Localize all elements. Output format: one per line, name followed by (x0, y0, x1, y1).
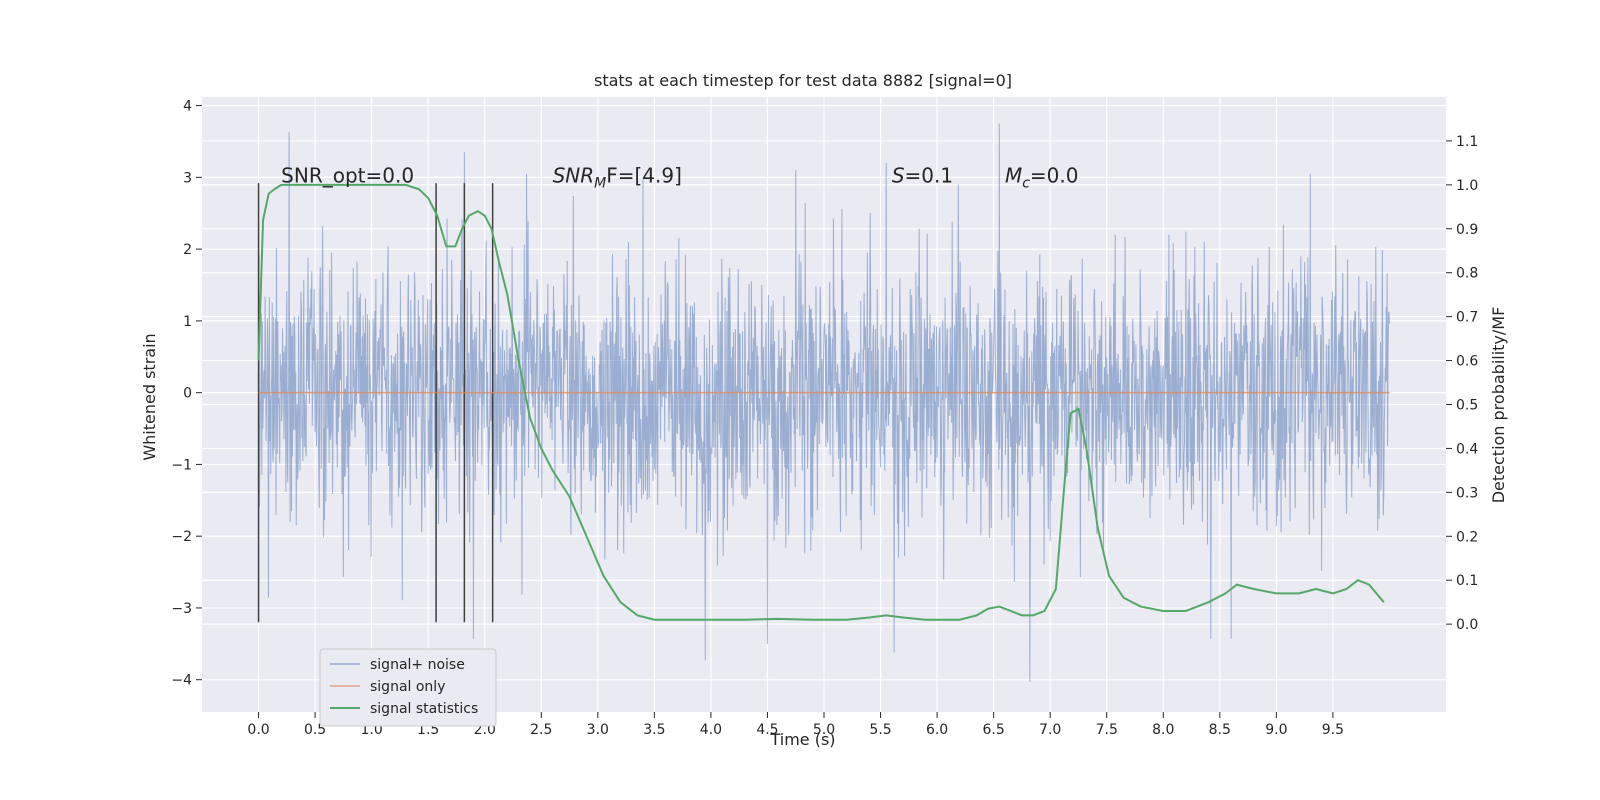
y2-tick-label: 1.0 (1456, 178, 1478, 194)
y2-axis-ticks: 0.0 0.1 0.2 0.3 0.4 0.5 0.6 0.7 0.8 0.9 1.0 1.1 (1446, 134, 1478, 633)
y2-tick-label: 0.5 (1456, 398, 1478, 414)
y2-axis-label: Detection probability/MF (1489, 307, 1508, 504)
y2-tick-label: 0.4 (1456, 441, 1478, 457)
y-tick-label: −4 (171, 673, 192, 689)
y2-tick-label: 0.2 (1456, 529, 1478, 545)
x-tick-label: 4.0 (700, 722, 722, 738)
y-axis-ticks: −4 −3 −2 −1 0 1 2 3 4 (171, 99, 202, 689)
y-tick-label: 2 (183, 242, 192, 258)
x-tick-label: 9.0 (1265, 722, 1287, 738)
y-tick-label: −1 (171, 457, 192, 473)
legend: signal+ noise signal only signal statist… (319, 648, 497, 727)
annotation-0: SNR_opt=0.0 (281, 163, 414, 187)
legend-label-signal-statistics: signal statistics (370, 701, 478, 717)
x-tick-label: 6.0 (926, 722, 948, 738)
x-tick-label: 0.0 (247, 722, 269, 738)
series-signal-noise (258, 123, 1390, 682)
x-axis-label: Time (s) (769, 730, 835, 749)
y2-tick-label: 0.9 (1456, 222, 1478, 238)
legend-box (319, 648, 497, 727)
y2-tick-label: 1.1 (1456, 134, 1478, 150)
chart-title: stats at each timestep for test data 888… (594, 71, 1012, 90)
x-tick-label: 3.0 (587, 722, 609, 738)
x-tick-label: 7.0 (1039, 722, 1061, 738)
y-tick-label: 4 (183, 99, 192, 115)
annotation-1: SNRMF=[4.9] (553, 163, 682, 191)
y2-tick-label: 0.1 (1456, 573, 1478, 589)
signal-statistics-line (257, 183, 1385, 621)
x-axis-ticks: 0.0 0.5 1.0 1.5 2.0 2.5 3.0 3.5 4.0 4.5 5.0 5.5 6.0 6… (247, 712, 1344, 738)
x-tick-label: 7.5 (1096, 722, 1118, 738)
legend-label-signal-only: signal only (370, 679, 445, 695)
x-tick-label: 8.0 (1152, 722, 1174, 738)
y-tick-label: −3 (171, 601, 192, 617)
signal-noise-line (258, 123, 1390, 682)
x-tick-label: 9.5 (1322, 722, 1344, 738)
y-tick-label: −2 (171, 529, 192, 545)
x-tick-label: 6.5 (983, 722, 1005, 738)
x-tick-label: 8.5 (1209, 722, 1231, 738)
y-axis-label: Whitened strain (140, 333, 159, 460)
y2-tick-label: 0.6 (1456, 354, 1478, 370)
x-tick-label: 0.5 (304, 722, 326, 738)
x-tick-label: 2.5 (530, 722, 552, 738)
y2-tick-label: 0.8 (1456, 266, 1478, 282)
annotation-3: Mc=0.0 (1005, 163, 1079, 191)
y-tick-label: 0 (183, 386, 192, 402)
vertical-markers (257, 183, 494, 623)
annotations: SNR_opt=0.0 SNRMF=[4.9] S=0.1 Mc=0.0 (281, 163, 1078, 191)
y2-tick-label: 0.0 (1456, 617, 1478, 633)
x-tick-label: 5.5 (869, 722, 891, 738)
x-tick-label: 3.5 (643, 722, 665, 738)
y2-tick-label: 0.3 (1456, 485, 1478, 501)
annotation-2: S=0.1 (892, 163, 953, 187)
y-tick-label: 3 (183, 170, 192, 186)
x-tick-label: 5.0 (813, 722, 835, 738)
y2-tick-label: 0.7 (1456, 310, 1478, 326)
x-tick-label: 4.5 (756, 722, 778, 738)
y-tick-label: 1 (183, 314, 192, 330)
series-signal-statistics (257, 183, 1385, 621)
legend-label-signal-noise: signal+ noise (370, 657, 465, 673)
